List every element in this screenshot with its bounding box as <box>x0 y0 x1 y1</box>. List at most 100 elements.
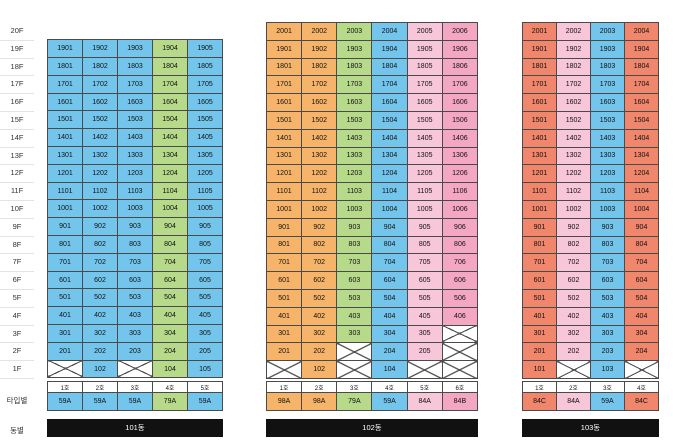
unit-cell[interactable]: 2003 <box>590 22 625 41</box>
unit-cell[interactable]: 1003 <box>590 199 625 219</box>
unit-cell[interactable]: 1202 <box>301 164 338 184</box>
unit-cell[interactable]: 1901 <box>522 39 557 59</box>
unit-cell[interactable]: 904 <box>624 217 659 237</box>
unit-cell[interactable]: 1202 <box>556 164 591 184</box>
unit-cell[interactable]: 502 <box>82 288 118 308</box>
unit-cell[interactable]: 1902 <box>82 39 118 59</box>
unit-cell[interactable]: 1802 <box>556 57 591 77</box>
unit-cell[interactable]: 201 <box>265 342 303 362</box>
unit-cell[interactable]: 503 <box>590 288 625 308</box>
unit-cell[interactable]: 703 <box>336 253 373 273</box>
unit-cell[interactable]: 1604 <box>371 93 408 112</box>
unit-cell[interactable]: 302 <box>82 324 118 343</box>
unit-cell[interactable]: 1903 <box>336 39 373 59</box>
unit-cell[interactable]: 1205 <box>187 163 223 183</box>
unit-cell[interactable]: 703 <box>590 253 625 273</box>
unit-cell[interactable]: 504 <box>152 288 188 308</box>
unit-cell[interactable]: 1002 <box>556 199 591 219</box>
unit-cell[interactable]: 1101 <box>47 181 83 201</box>
unit-cell[interactable]: 1601 <box>47 92 83 112</box>
unit-cell[interactable]: 204 <box>152 341 188 361</box>
unit-cell[interactable]: 1203 <box>117 163 153 183</box>
unit-cell[interactable]: 1406 <box>441 128 479 148</box>
unit-cell[interactable]: 2003 <box>336 22 373 41</box>
unit-cell[interactable]: 1103 <box>590 182 625 201</box>
unit-cell[interactable]: 303 <box>590 324 625 344</box>
unit-cell[interactable]: 804 <box>371 235 408 255</box>
unit-cell[interactable]: 602 <box>301 271 338 290</box>
unit-cell[interactable]: 501 <box>265 288 303 308</box>
unit-cell[interactable]: 505 <box>406 288 443 308</box>
unit-cell[interactable]: 1804 <box>371 57 408 77</box>
unit-cell[interactable]: 1901 <box>265 39 303 59</box>
unit-cell[interactable]: 1401 <box>522 128 557 148</box>
unit-cell[interactable]: 1301 <box>47 146 83 165</box>
unit-cell[interactable]: 105 <box>187 359 223 379</box>
unit-cell[interactable]: 1203 <box>590 164 625 184</box>
unit-cell[interactable]: 1902 <box>556 39 591 59</box>
unit-cell[interactable]: 1602 <box>82 92 118 112</box>
unit-cell[interactable]: 2001 <box>522 22 557 41</box>
unit-cell[interactable]: 405 <box>406 306 443 326</box>
unit-cell[interactable]: 1604 <box>624 93 659 112</box>
unit-cell[interactable]: 802 <box>556 235 591 255</box>
unit-cell[interactable]: 1306 <box>441 146 479 166</box>
unit-cell[interactable]: 1706 <box>441 75 479 95</box>
unit-cell[interactable]: 802 <box>301 235 338 255</box>
unit-cell[interactable]: 1301 <box>265 146 303 166</box>
unit-cell[interactable]: 1102 <box>301 182 338 201</box>
unit-cell[interactable]: 1801 <box>522 57 557 77</box>
unit-cell[interactable]: 1604 <box>152 92 188 112</box>
unit-cell[interactable]: 1705 <box>187 74 223 94</box>
unit-cell[interactable]: 1701 <box>47 74 83 94</box>
unit-cell[interactable]: 1001 <box>522 199 557 219</box>
unit-cell[interactable]: 1903 <box>590 39 625 59</box>
unit-cell[interactable]: 901 <box>522 217 557 237</box>
unit-cell[interactable]: 1104 <box>371 182 408 201</box>
unit-cell[interactable]: 1303 <box>117 146 153 165</box>
unit-cell[interactable]: 1802 <box>301 57 338 77</box>
unit-cell[interactable]: 402 <box>301 306 338 326</box>
unit-cell[interactable]: 1802 <box>82 57 118 76</box>
unit-cell[interactable]: 404 <box>152 306 188 326</box>
unit-cell[interactable]: 1601 <box>522 93 557 112</box>
unit-cell[interactable]: 504 <box>371 288 408 308</box>
unit-cell[interactable]: 1302 <box>82 146 118 165</box>
unit-cell[interactable]: 104 <box>152 359 188 379</box>
unit-cell[interactable]: 803 <box>336 235 373 255</box>
unit-cell[interactable]: 1605 <box>406 93 443 112</box>
unit-cell[interactable]: 301 <box>522 324 557 344</box>
unit-cell[interactable]: 1805 <box>187 57 223 76</box>
unit-cell[interactable]: 501 <box>522 288 557 308</box>
unit-cell[interactable]: 706 <box>441 253 479 273</box>
unit-cell[interactable]: 304 <box>152 324 188 343</box>
unit-cell[interactable]: 1501 <box>265 110 303 130</box>
unit-cell[interactable]: 403 <box>117 306 153 326</box>
unit-cell[interactable]: 1704 <box>152 74 188 94</box>
unit-cell[interactable]: 904 <box>152 217 188 237</box>
unit-cell[interactable]: 1101 <box>522 182 557 201</box>
unit-cell[interactable]: 1304 <box>371 146 408 166</box>
unit-cell[interactable]: 1001 <box>265 199 303 219</box>
unit-cell[interactable]: 1104 <box>152 181 188 201</box>
unit-cell[interactable]: 1401 <box>265 128 303 148</box>
unit-cell[interactable]: 1502 <box>301 110 338 130</box>
unit-cell[interactable]: 1505 <box>187 110 223 130</box>
unit-cell[interactable]: 1105 <box>406 182 443 201</box>
unit-cell[interactable]: 801 <box>47 235 83 254</box>
unit-cell[interactable]: 702 <box>301 253 338 273</box>
unit-cell[interactable]: 104 <box>371 360 408 379</box>
unit-cell[interactable]: 1404 <box>624 128 659 148</box>
unit-cell[interactable]: 901 <box>265 217 303 237</box>
unit-cell[interactable]: 801 <box>265 235 303 255</box>
unit-cell[interactable]: 203 <box>117 341 153 361</box>
unit-cell[interactable]: 1801 <box>47 57 83 76</box>
unit-cell[interactable]: 1405 <box>406 128 443 148</box>
unit-cell[interactable]: 604 <box>152 270 188 290</box>
unit-cell[interactable]: 1701 <box>522 75 557 95</box>
unit-cell[interactable]: 1503 <box>117 110 153 130</box>
unit-cell[interactable]: 2001 <box>265 22 303 41</box>
unit-cell[interactable]: 303 <box>336 324 373 344</box>
unit-cell[interactable]: 1603 <box>336 93 373 112</box>
unit-cell[interactable]: 1905 <box>187 39 223 59</box>
